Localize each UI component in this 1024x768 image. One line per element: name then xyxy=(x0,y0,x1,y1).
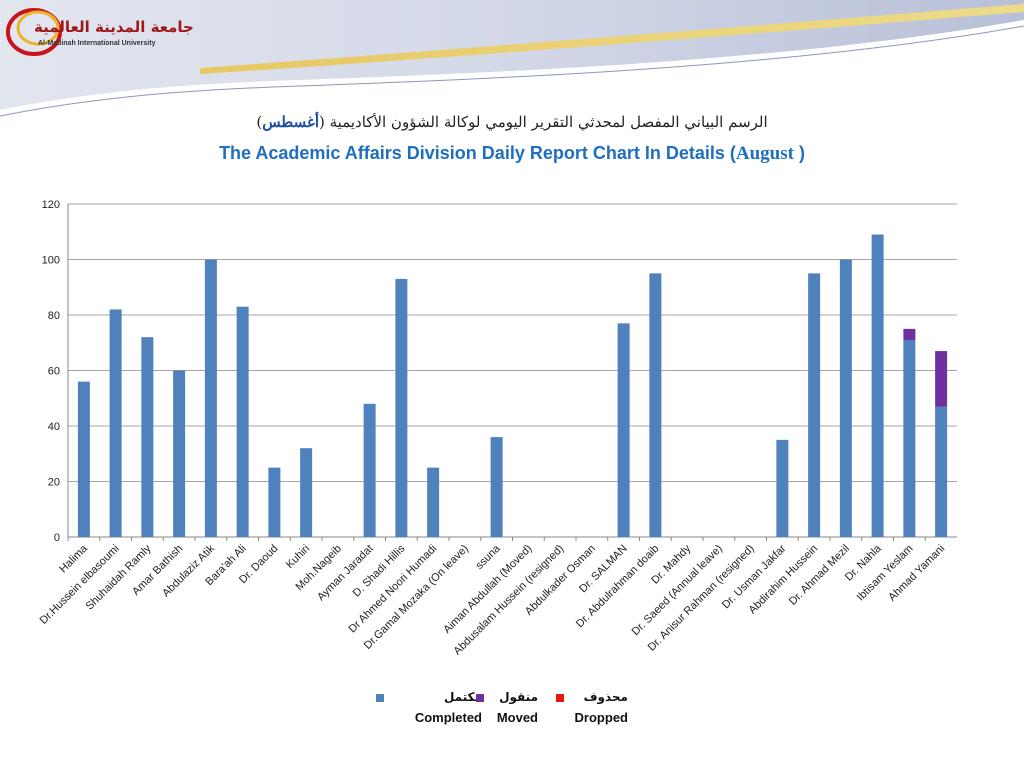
chart-legend: مكتمل Completed منقول Moved محذوف Droppe… xyxy=(0,690,1024,734)
bar-completed xyxy=(776,439,789,537)
bar-completed xyxy=(236,306,249,537)
legend-swatch-completed xyxy=(376,694,384,702)
chart-title-arabic-close: ) xyxy=(256,113,263,131)
legend-swatch-moved xyxy=(476,694,484,702)
y-tick-label: 20 xyxy=(48,477,60,489)
bar-completed xyxy=(649,273,662,537)
legend-label-moved-arabic: منقول xyxy=(499,690,538,704)
chart-title-arabic-month: أغسطس xyxy=(262,113,320,131)
bar-completed xyxy=(300,448,313,537)
legend-label-completed-arabic: مكتمل xyxy=(443,690,482,704)
legend-label-completed: Completed xyxy=(414,710,482,725)
legend-label-dropped-arabic: محذوف xyxy=(583,690,628,704)
chart-title-english-close: ) xyxy=(793,143,805,163)
bar-moved xyxy=(903,328,916,340)
bar-completed xyxy=(141,337,154,537)
chart-title-english-text: The Academic Affairs Division Daily Repo… xyxy=(219,143,736,163)
x-tick-label: Ibtisam Yeslam xyxy=(855,543,916,604)
bar-completed xyxy=(109,309,122,537)
bar-completed xyxy=(363,403,376,537)
legend-swatch-dropped xyxy=(556,694,564,702)
logo-english-text: Al-Madinah International University xyxy=(38,40,156,47)
bar-completed xyxy=(617,323,630,537)
chart-title-arabic: الرسم البياني المفصل لمحدثي التقرير اليو… xyxy=(0,113,1024,131)
university-logo: جامعة المدينة العالمية Al-Madinah Intern… xyxy=(4,4,194,58)
logo-arabic-text: جامعة المدينة العالمية xyxy=(34,18,194,36)
legend-item-completed: مكتمل Completed xyxy=(376,690,486,734)
bar-completed xyxy=(173,370,186,537)
bar-completed xyxy=(490,437,503,537)
y-tick-label: 0 xyxy=(54,532,60,544)
legend-item-moved: منقول Moved xyxy=(476,690,542,734)
x-tick-label: Ayman Jaradat xyxy=(315,543,376,604)
bar-completed xyxy=(77,381,90,537)
bar-completed xyxy=(395,278,408,537)
x-tick-label: Ahmad Yamani xyxy=(886,543,947,604)
legend-label-moved: Moved xyxy=(496,710,538,725)
y-tick-label: 80 xyxy=(48,310,60,322)
bar-completed xyxy=(427,467,440,537)
y-tick-label: 100 xyxy=(42,255,60,267)
x-tick-label: ssuna xyxy=(474,542,504,572)
bar-completed xyxy=(935,406,948,537)
bar-completed xyxy=(903,339,916,537)
y-tick-label: 60 xyxy=(48,366,60,378)
y-tick-label: 40 xyxy=(48,421,60,433)
bar-completed xyxy=(268,467,281,537)
y-tick-label: 120 xyxy=(42,199,60,211)
legend-item-dropped: محذوف Dropped xyxy=(556,690,632,734)
legend-label-dropped: Dropped xyxy=(574,710,628,725)
bar-completed xyxy=(204,259,217,537)
bar-moved xyxy=(935,351,948,407)
x-tick-label: Kuhiri xyxy=(284,543,312,571)
bar-completed xyxy=(871,234,884,537)
bar-completed xyxy=(808,273,821,537)
chart-title-english-month: August xyxy=(735,143,794,164)
header-swoosh-decoration xyxy=(0,0,1024,117)
bar-completed xyxy=(839,259,852,537)
logo-emblem-icon xyxy=(6,8,62,56)
chart-title-english: The Academic Affairs Division Daily Repo… xyxy=(0,143,1024,165)
chart-title-arabic-text: الرسم البياني المفصل لمحدثي التقرير اليو… xyxy=(319,113,768,131)
